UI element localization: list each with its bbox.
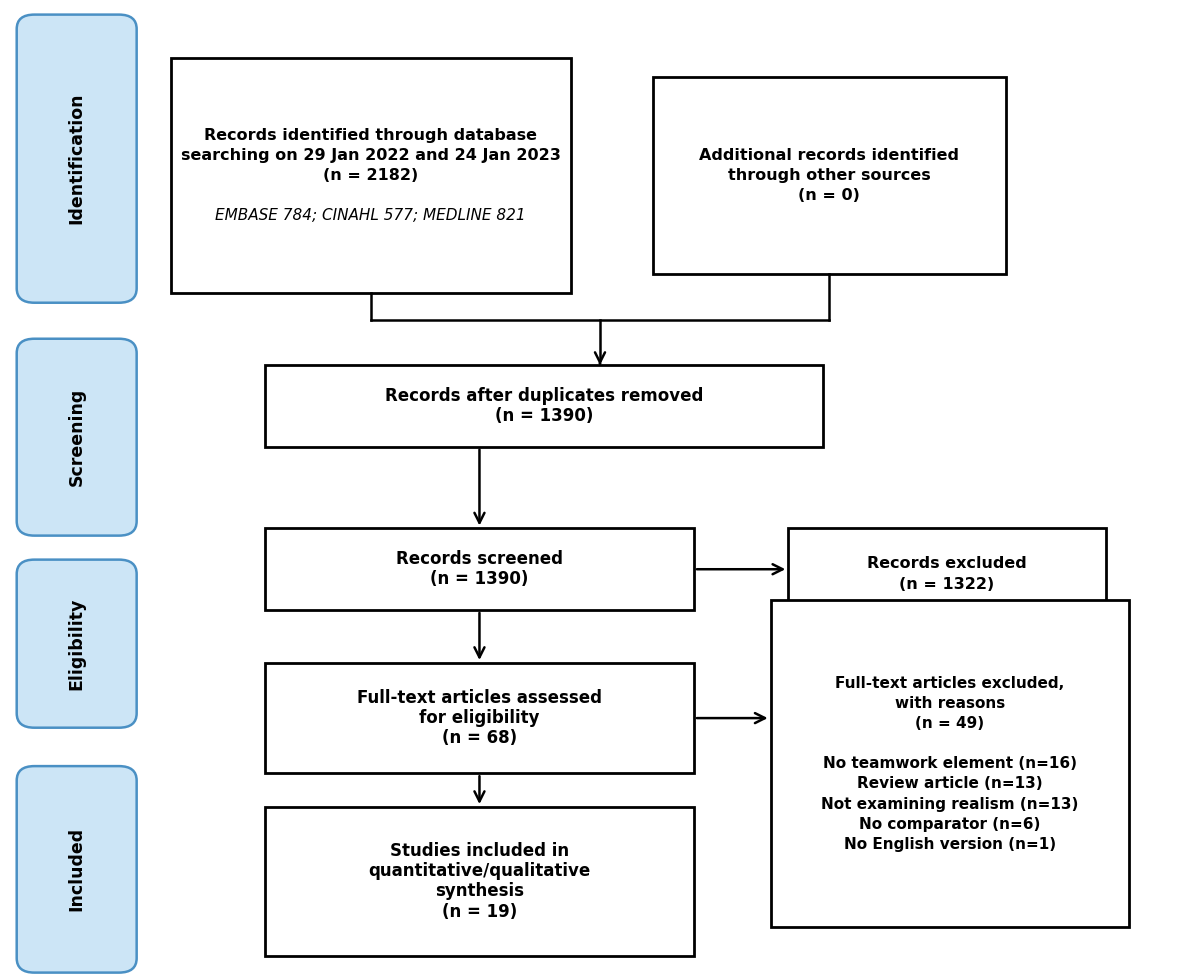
FancyBboxPatch shape — [17, 15, 137, 303]
FancyBboxPatch shape — [265, 366, 823, 447]
FancyBboxPatch shape — [265, 807, 694, 956]
Text: No English version (n=1): No English version (n=1) — [844, 837, 1056, 852]
FancyBboxPatch shape — [653, 77, 1006, 274]
Text: (n = 1322): (n = 1322) — [899, 576, 995, 592]
Text: (n = 19): (n = 19) — [442, 903, 517, 920]
Text: Not examining realism (n=13): Not examining realism (n=13) — [821, 797, 1079, 811]
Text: Full-text articles assessed: Full-text articles assessed — [356, 689, 602, 707]
FancyBboxPatch shape — [265, 662, 694, 773]
Text: quantitative/qualitative: quantitative/qualitative — [368, 862, 590, 880]
Text: No comparator (n=6): No comparator (n=6) — [859, 816, 1040, 832]
Text: searching on 29 Jan 2022 and 24 Jan 2023: searching on 29 Jan 2022 and 24 Jan 2023 — [181, 148, 560, 163]
FancyBboxPatch shape — [17, 766, 137, 972]
Text: (n = 68): (n = 68) — [442, 729, 517, 748]
Text: Additional records identified: Additional records identified — [700, 148, 959, 163]
Text: for eligibility: for eligibility — [419, 710, 540, 727]
Text: Records screened: Records screened — [396, 550, 563, 568]
FancyBboxPatch shape — [788, 528, 1105, 619]
Text: No teamwork element (n=16): No teamwork element (n=16) — [823, 757, 1076, 771]
Text: Records excluded: Records excluded — [868, 557, 1027, 571]
Text: Identification: Identification — [67, 93, 85, 224]
Text: with reasons: with reasons — [895, 696, 1004, 710]
Text: Review article (n=13): Review article (n=13) — [857, 776, 1043, 792]
Text: Full-text articles excluded,: Full-text articles excluded, — [835, 675, 1064, 691]
Text: (n = 1390): (n = 1390) — [431, 570, 529, 588]
Text: synthesis: synthesis — [434, 882, 524, 901]
Text: (n = 2182): (n = 2182) — [323, 168, 419, 183]
Text: (n = 0): (n = 0) — [798, 188, 860, 203]
Text: Records identified through database: Records identified through database — [204, 127, 538, 143]
Text: Screening: Screening — [67, 388, 85, 486]
FancyBboxPatch shape — [17, 560, 137, 728]
FancyBboxPatch shape — [770, 601, 1129, 927]
Text: Included: Included — [67, 827, 85, 911]
Text: (n = 49): (n = 49) — [916, 715, 984, 731]
Text: Studies included in: Studies included in — [390, 842, 569, 860]
FancyBboxPatch shape — [265, 528, 694, 610]
Text: (n = 1390): (n = 1390) — [494, 407, 593, 425]
Text: through other sources: through other sources — [728, 168, 931, 183]
FancyBboxPatch shape — [170, 58, 571, 293]
FancyBboxPatch shape — [17, 339, 137, 536]
Text: EMBASE 784; CINAHL 577; MEDLINE 821: EMBASE 784; CINAHL 577; MEDLINE 821 — [215, 209, 526, 223]
Text: Eligibility: Eligibility — [67, 598, 85, 690]
Text: Records after duplicates removed: Records after duplicates removed — [385, 387, 703, 405]
